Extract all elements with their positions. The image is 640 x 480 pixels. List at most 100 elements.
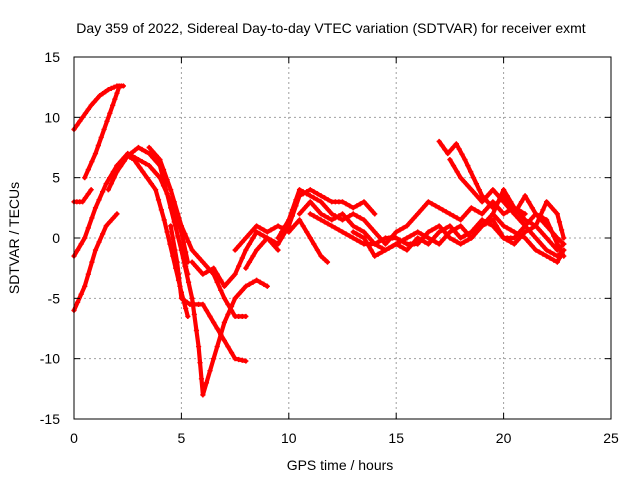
data-point (404, 247, 410, 253)
data-point (198, 376, 205, 382)
data-point (182, 263, 188, 269)
data-point (350, 235, 356, 241)
data-point (82, 235, 88, 241)
plot-area (71, 83, 567, 398)
y-axis-label: SDTVAR / TECUs (6, 182, 22, 294)
data-point (178, 247, 184, 253)
data-point (318, 217, 324, 223)
data-point (92, 205, 99, 211)
data-point (429, 237, 435, 243)
data-point (561, 253, 567, 259)
data-point (304, 203, 310, 209)
series-arc-10 (178, 247, 270, 398)
data-point (82, 283, 88, 289)
data-point (533, 223, 539, 229)
data-point (178, 223, 184, 229)
data-point (322, 203, 328, 209)
data-point (445, 150, 451, 157)
data-point (407, 243, 414, 249)
data-point (450, 163, 457, 169)
data-point (473, 181, 479, 187)
data-point (390, 243, 396, 249)
data-point (168, 187, 174, 193)
data-point (522, 229, 528, 235)
data-point (300, 223, 306, 229)
data-point (393, 229, 399, 235)
data-point (382, 247, 389, 253)
data-point (236, 263, 242, 269)
data-point (554, 211, 560, 217)
data-point (551, 257, 557, 263)
data-point (454, 215, 460, 221)
data-point (203, 307, 210, 313)
data-point (432, 239, 439, 245)
data-point (314, 197, 321, 203)
data-point (411, 231, 417, 237)
data-point (350, 223, 356, 229)
data-point (450, 213, 457, 219)
data-point (432, 233, 439, 239)
data-point (547, 255, 553, 261)
data-point (200, 271, 206, 277)
data-point (372, 211, 378, 217)
data-point (150, 167, 156, 173)
data-point (343, 201, 349, 207)
data-point (543, 235, 550, 241)
data-point (100, 231, 106, 237)
axes: 0 5 10 15 20 25 -15 -10 -5 0 5 10 15 (40, 49, 619, 446)
data-point (132, 154, 138, 161)
data-point (472, 191, 478, 197)
data-point (85, 225, 91, 231)
data-point (501, 199, 507, 205)
data-point (96, 239, 102, 245)
data-point (329, 223, 335, 229)
data-point (497, 231, 503, 237)
data-point (411, 239, 417, 245)
data-point (307, 235, 313, 241)
data-point (407, 233, 414, 239)
data-point (78, 291, 84, 297)
data-point (114, 211, 120, 217)
data-point (442, 146, 448, 153)
data-point (196, 267, 202, 273)
data-point (547, 249, 553, 255)
data-point (79, 199, 86, 205)
data-point (108, 85, 114, 91)
data-point (246, 281, 253, 287)
data-point (261, 239, 267, 245)
data-point (253, 223, 260, 229)
data-point (472, 225, 478, 231)
data-point (304, 229, 310, 235)
data-point (139, 146, 145, 153)
data-point (454, 239, 460, 245)
data-point (158, 207, 164, 213)
data-point (116, 84, 122, 90)
data-point (91, 99, 97, 105)
data-point (518, 227, 525, 233)
data-point (425, 235, 432, 241)
data-point (372, 229, 378, 235)
data-point (307, 199, 313, 205)
data-point (393, 235, 399, 241)
data-point (175, 271, 182, 277)
data-point (354, 225, 360, 231)
data-point (167, 241, 173, 247)
data-point (196, 255, 202, 261)
data-point (300, 207, 306, 213)
data-point (497, 219, 503, 225)
data-point (264, 283, 270, 289)
data-point (350, 229, 356, 235)
data-point (357, 227, 363, 233)
data-point (361, 199, 367, 205)
data-point (193, 263, 199, 269)
data-point (415, 241, 421, 247)
series-arc-9 (168, 223, 249, 364)
data-point (218, 331, 224, 338)
data-point (325, 215, 331, 221)
data-point (264, 229, 270, 235)
data-point (78, 241, 84, 247)
data-point (475, 221, 482, 227)
data-point (120, 83, 127, 89)
data-point (275, 241, 281, 247)
data-point (504, 225, 510, 231)
